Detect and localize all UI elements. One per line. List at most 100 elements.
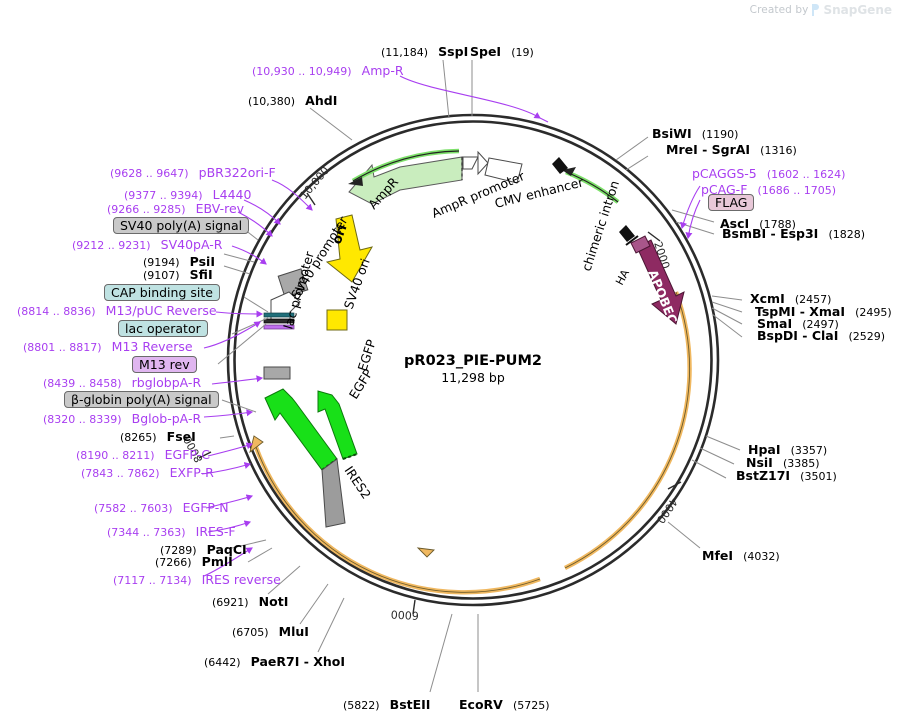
primer-name: pCAG-F xyxy=(701,182,748,197)
enzyme-name: PaeR7I - XhoI xyxy=(250,654,346,669)
svg-text:HA: HA xyxy=(613,267,632,287)
enzyme-name: TspMI - XmaI xyxy=(755,304,845,319)
feature-label-sv40-polya[interactable]: SV40 poly(A) signal xyxy=(113,217,250,235)
enzyme-pos: (1788) xyxy=(759,218,796,231)
primer-label-pcaggs-5[interactable]: pCAGGS-5 (1602 .. 1624) xyxy=(692,165,845,182)
enzyme-label-bspdi-clai[interactable]: BspDI - ClaI (2529) xyxy=(757,327,885,344)
primer-name: EGFP-N xyxy=(182,500,229,515)
primer-label-egfp-n[interactable]: (7582 .. 7603) EGFP-N xyxy=(94,499,229,516)
enzyme-pos: (6442) xyxy=(204,656,241,669)
primer-label-ires-f[interactable]: (7344 .. 7363) IRES-F xyxy=(107,523,236,540)
feature-label-m13-rev[interactable]: M13 rev xyxy=(132,356,197,374)
enzyme-label-xcmi[interactable]: XcmI (2457) xyxy=(750,290,831,307)
feature-label-beta-globin-polya[interactable]: β-globin poly(A) signal xyxy=(64,391,219,409)
enzyme-label-ecorv[interactable]: EcoRV (5725) xyxy=(459,696,550,713)
primer-label-sv40pa-r[interactable]: (9212 .. 9231) SV40pA-R xyxy=(72,236,222,253)
enzyme-label-sspi[interactable]: (11,184) SspI xyxy=(381,43,468,60)
primer-name: EXFP-R xyxy=(169,465,214,480)
enzyme-pos: (1316) xyxy=(760,144,797,157)
enzyme-label-bsmbi-esp3i[interactable]: BsmBI - Esp3I (1828) xyxy=(722,225,865,242)
enzyme-name: PmlI xyxy=(201,554,233,569)
svg-text:6000: 6000 xyxy=(391,608,420,622)
primer-label-pcag-f[interactable]: pCAG-F (1686 .. 1705) xyxy=(701,181,836,198)
enzyme-name: FseI xyxy=(166,429,196,444)
primer-range: (8439 .. 8458) xyxy=(43,377,122,390)
enzyme-label-nsii[interactable]: NsiI (3385) xyxy=(746,454,820,471)
primer-label-l4440[interactable]: (9377 .. 9394) L4440 xyxy=(124,186,251,203)
primer-label-pbr322ori-f[interactable]: (9628 .. 9647) pBR322ori-F xyxy=(110,164,276,181)
primer-name: pCAGGS-5 xyxy=(692,166,757,181)
feature-name: β-globin poly(A) signal xyxy=(64,391,219,409)
enzyme-pos: (3357) xyxy=(790,444,828,457)
feature-label-lac-operator[interactable]: lac operator xyxy=(118,320,208,338)
enzyme-label-pmli[interactable]: (7266) PmlI xyxy=(155,553,233,570)
primer-label-m13-reverse[interactable]: (8801 .. 8817) M13 Reverse xyxy=(23,338,193,355)
primer-range: (9266 .. 9285) xyxy=(107,203,186,216)
enzyme-label-mrei-sgrai[interactable]: MreI - SgrAI (1316) xyxy=(666,141,797,158)
enzyme-label-mlui[interactable]: (6705) MluI xyxy=(232,623,309,640)
primer-range: (7843 .. 7862) xyxy=(81,467,160,480)
enzyme-pos: (2457) xyxy=(794,293,832,306)
enzyme-label-noti[interactable]: (6921) NotI xyxy=(212,593,288,610)
enzyme-label-bsteii[interactable]: (5822) BstEII xyxy=(343,696,430,713)
svg-text:ori: ori xyxy=(330,223,351,247)
enzyme-name: AscI xyxy=(720,216,750,231)
primer-label-ires-reverse[interactable]: (7117 .. 7134) IRES reverse xyxy=(113,571,281,588)
primer-label-exfp-r[interactable]: (7843 .. 7862) EXFP-R xyxy=(81,464,214,481)
enzyme-name: XcmI xyxy=(750,291,785,306)
primer-range: (8190 .. 8211) xyxy=(76,449,155,462)
primer-name: rbglobpA-R xyxy=(131,375,202,390)
enzyme-label-smai[interactable]: SmaI (2497) xyxy=(757,315,839,332)
enzyme-label-paer7i-xhoi[interactable]: (6442) PaeR7I - XhoI xyxy=(204,653,345,670)
enzyme-pos: (6705) xyxy=(232,626,269,639)
enzyme-label-fsei[interactable]: (8265) FseI xyxy=(120,428,196,445)
enzyme-label-bstz17i[interactable]: BstZ17I (3501) xyxy=(736,467,837,484)
primer-range: (9628 .. 9647) xyxy=(110,167,189,180)
primer-label-egfp-c[interactable]: (8190 .. 8211) EGFP-C xyxy=(76,446,210,463)
enzyme-name: PsiI xyxy=(189,254,215,269)
primer-label-ebv-rev[interactable]: (9266 .. 9285) EBV-rev xyxy=(107,200,244,217)
primer-range: (8320 .. 8339) xyxy=(43,413,122,426)
primer-label-m13-puc-reverse[interactable]: (8814 .. 8836) M13/pUC Reverse xyxy=(17,302,217,319)
primer-name: SV40pA-R xyxy=(160,237,223,252)
enzyme-pos: (19) xyxy=(511,46,534,59)
enzyme-name: SfiI xyxy=(189,267,213,282)
enzyme-name: BstEII xyxy=(389,697,431,712)
svg-text:IRES2: IRES2 xyxy=(342,463,375,501)
enzyme-label-mfei[interactable]: MfeI (4032) xyxy=(702,547,780,564)
enzyme-pos: (1190) xyxy=(701,128,739,141)
feature-label-flag[interactable]: FLAG xyxy=(708,194,755,212)
primer-range: (9377 .. 9394) xyxy=(124,189,203,202)
primer-name: L4440 xyxy=(212,187,252,202)
enzyme-label-psii[interactable]: (9194) PsiI xyxy=(143,253,215,270)
enzyme-label-sfii[interactable]: (9107) SfiI xyxy=(143,266,213,283)
enzyme-label-paqci[interactable]: (7289) PaqCI xyxy=(160,541,247,558)
primer-label-amp-r[interactable]: (10,930 .. 10,949) Amp-R xyxy=(252,62,404,79)
enzyme-label-ahdi[interactable]: (10,380) AhdI xyxy=(248,92,337,109)
enzyme-name: BsiWI xyxy=(652,126,692,141)
enzyme-label-spei[interactable]: SpeI (19) xyxy=(470,43,534,60)
enzyme-pos: (2497) xyxy=(802,318,839,331)
enzyme-label-tspmi-xmai[interactable]: TspMI - XmaI (2495) xyxy=(755,303,892,320)
primer-name: IRES-F xyxy=(195,524,236,539)
enzyme-label-bsiwi[interactable]: BsiWI (1190) xyxy=(652,125,738,142)
primer-label-rbglobpa-r[interactable]: (8439 .. 8458) rbglobpA-R xyxy=(43,374,201,391)
enzyme-pos: (7289) xyxy=(160,544,197,557)
primer-range: (7582 .. 7603) xyxy=(94,502,173,515)
enzyme-name: HpaI xyxy=(748,442,781,457)
plasmid-size: 11,298 bp xyxy=(441,370,505,385)
enzyme-pos: (10,380) xyxy=(248,95,296,108)
feature-name: SV40 poly(A) signal xyxy=(113,217,250,235)
primer-range: (7344 .. 7363) xyxy=(107,526,186,539)
enzyme-name: SspI xyxy=(438,44,469,59)
enzyme-label-hpai[interactable]: HpaI (3357) xyxy=(748,441,827,458)
feature-label-cap-binding-site[interactable]: CAP binding site xyxy=(104,284,220,302)
primer-name: Bglob-pA-R xyxy=(131,411,202,426)
primer-range: (8801 .. 8817) xyxy=(23,341,102,354)
enzyme-pos: (3385) xyxy=(782,457,820,470)
enzyme-label-asci[interactable]: AscI (1788) xyxy=(720,215,796,232)
enzyme-pos: (5725) xyxy=(512,699,550,712)
primer-name: EGFP-C xyxy=(164,447,210,462)
primer-label-bglob-pa-r[interactable]: (8320 .. 8339) Bglob-pA-R xyxy=(43,410,201,427)
